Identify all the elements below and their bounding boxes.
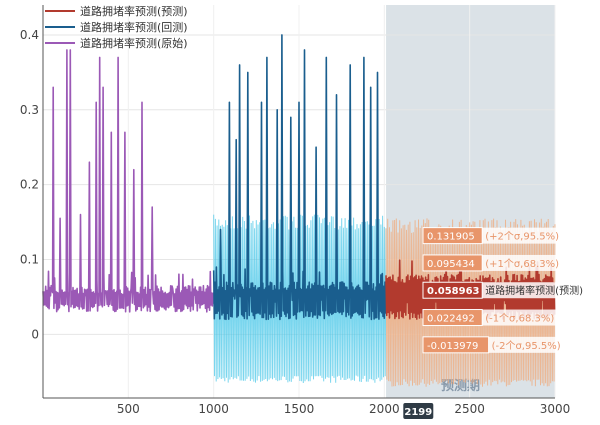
- hover-label-bg: [482, 309, 575, 326]
- y-tick-label: 0.3: [20, 103, 39, 117]
- series-band-backtest: [213, 214, 387, 384]
- legend-item[interactable]: 道路拥堵率预测(预测): [45, 4, 188, 18]
- hover-series-label: (+1个σ,68.3%): [485, 258, 559, 270]
- hover-series-label: (+2个σ,95.5%): [485, 231, 559, 243]
- series-band-forecast: [385, 218, 556, 387]
- hover-tooltip: 2199 0.131905 (+2个σ,95.5%) 0.095434 (+1个σ,68…: [403, 227, 583, 419]
- y-tick-label: 0.2: [20, 178, 39, 192]
- x-tick-label: 2000: [369, 402, 400, 416]
- tick-labels: 0 0.1 0.2 0.3 0.4 500 1000 1500 2000 2500 3000: [20, 28, 570, 416]
- x-tick-label: 3000: [540, 402, 571, 416]
- hover-label-bg: [488, 336, 581, 353]
- x-tick-label: 1500: [284, 402, 315, 416]
- hover-label-bg: [482, 282, 568, 299]
- legend-label: 道路拥堵率预测(原始): [80, 36, 188, 50]
- legend-item[interactable]: 道路拥堵率预测(原始): [45, 36, 188, 50]
- y-tick-label: 0.1: [20, 253, 39, 267]
- hover-value: 0.058963: [427, 286, 480, 297]
- x-tick-label: 1000: [198, 402, 229, 416]
- hover-label-bg: [482, 227, 575, 244]
- legend[interactable]: 道路拥堵率预测(预测) 道路拥堵率预测(回测) 道路拥堵率预测(原始): [45, 4, 188, 50]
- legend-label: 道路拥堵率预测(回测): [80, 20, 188, 34]
- y-tick-label: 0: [31, 327, 39, 341]
- legend-label: 道路拥堵率预测(预测): [80, 4, 188, 18]
- x-tick-label: 2500: [454, 402, 485, 416]
- hover-value: 0.131905: [427, 232, 475, 243]
- x-tick-label: 500: [117, 402, 140, 416]
- legend-item[interactable]: 道路拥堵率预测(回测): [45, 20, 188, 34]
- hover-series-label: (-1个σ,68.3%): [485, 313, 554, 325]
- gridlines: [43, 5, 556, 398]
- hover-value: 0.022492: [427, 314, 475, 325]
- y-tick-label: 0.4: [20, 28, 39, 42]
- series-line-1: [212, 34, 387, 321]
- hover-value: 0.095434: [427, 259, 475, 270]
- hover-value: -0.013979: [427, 341, 478, 352]
- crosshair-x-value: 2199: [404, 407, 432, 418]
- hover-label-bg: [482, 254, 575, 271]
- series-line-0: [42, 49, 215, 313]
- forecast-period-label: 预测期: [441, 378, 480, 394]
- axes: [42, 5, 555, 399]
- crosshair-x-badge: [403, 403, 434, 419]
- hover-series-label: (-2个σ,95.5%): [492, 340, 561, 352]
- hover-series-label: 道路拥堵率预测(预测): [485, 284, 583, 297]
